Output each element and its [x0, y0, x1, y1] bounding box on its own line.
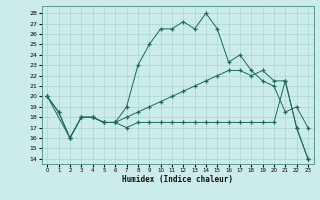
X-axis label: Humidex (Indice chaleur): Humidex (Indice chaleur) — [122, 175, 233, 184]
